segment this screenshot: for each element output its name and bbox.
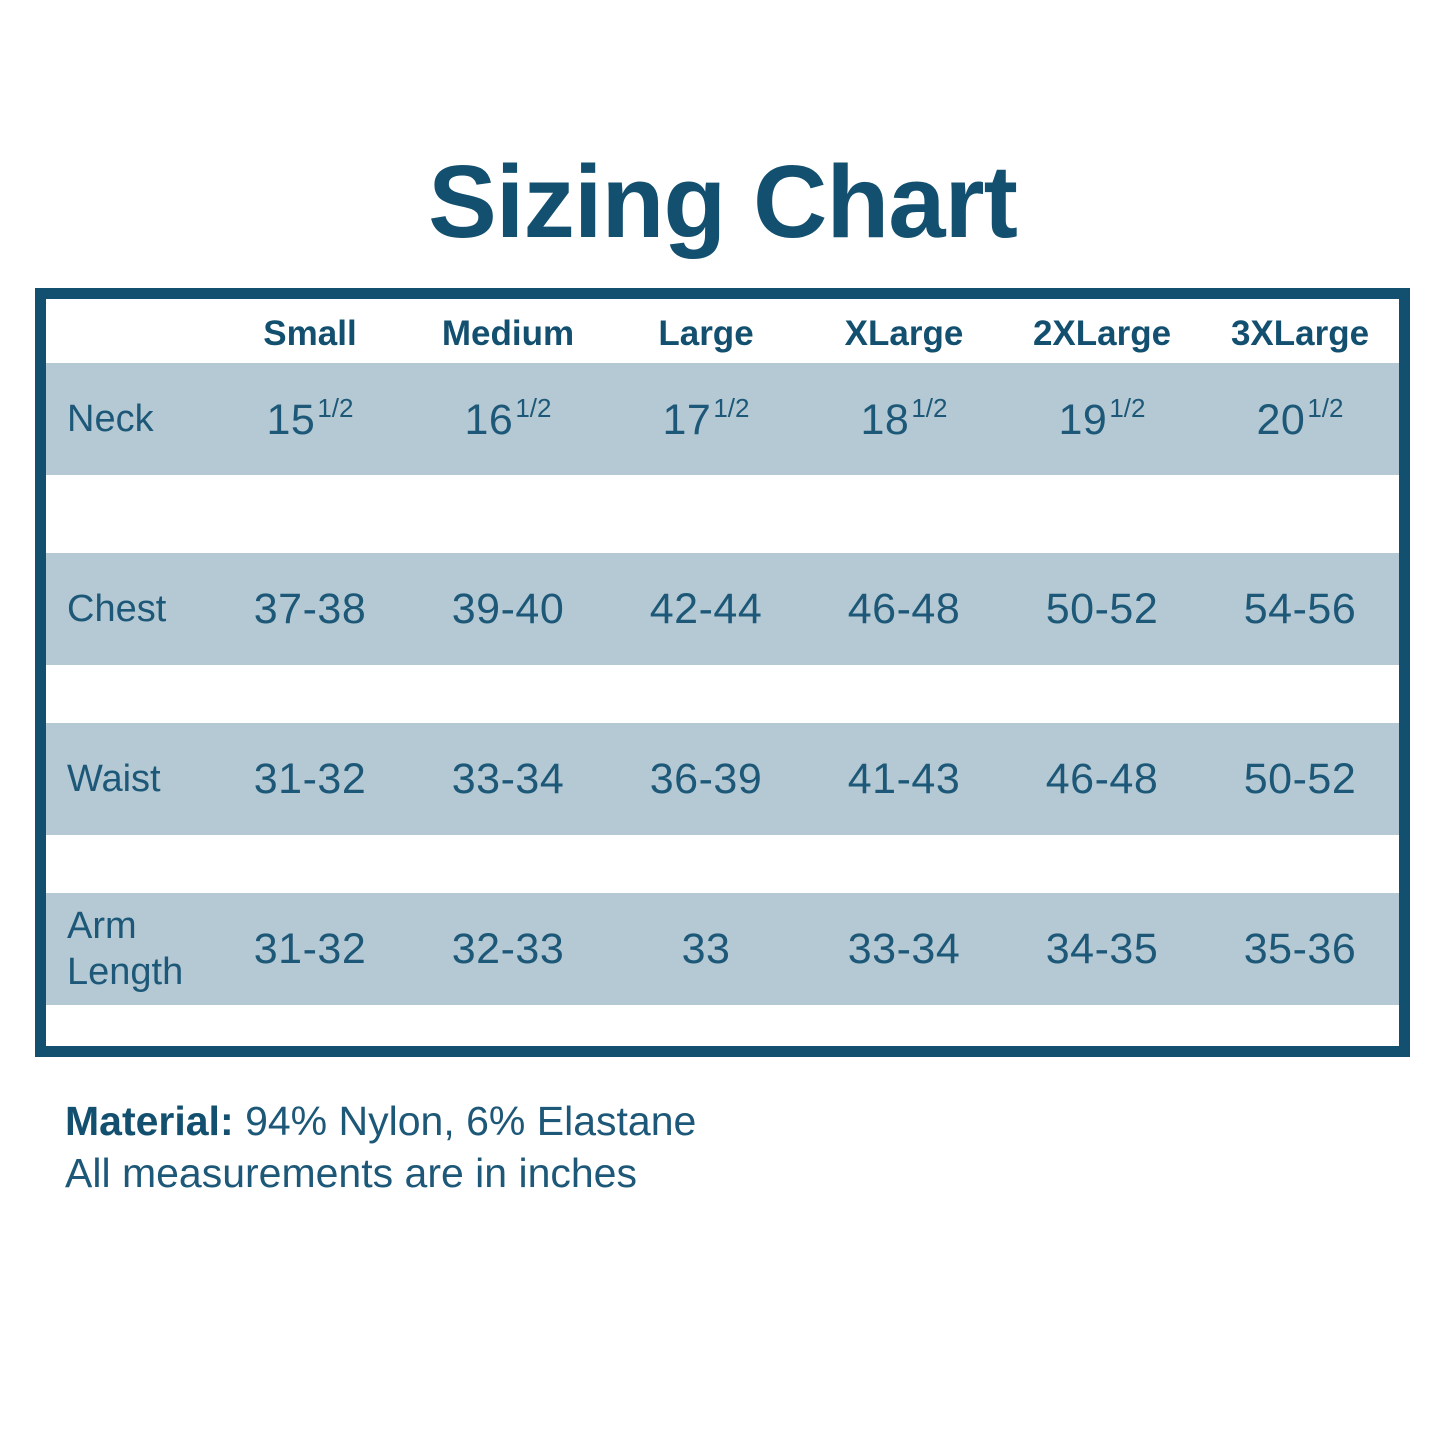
neck-value-2xlarge: 191/2 — [1003, 393, 1201, 445]
arm-length-value-3xlarge: 35-36 — [1243, 924, 1357, 973]
waist-value-3xlarge: 50-52 — [1243, 754, 1357, 803]
row-label-neck: Neck — [67, 397, 154, 440]
arm-length-row: Arm Length 31-32 32-33 33 33-34 34-35 35… — [46, 893, 1399, 1005]
neck-row: Neck 151/2 161/2 171/2 181/2 191/2 201/2 — [46, 363, 1399, 475]
chest-value-large: 42-44 — [649, 584, 763, 633]
value-whole: 19 — [1058, 396, 1108, 444]
row-label-chest: Chest — [67, 587, 167, 630]
page-title: Sizing Chart — [428, 144, 1018, 259]
chest-value-3xlarge: 54-56 — [1243, 584, 1357, 633]
waist-value-medium: 33-34 — [451, 754, 565, 803]
arm-length-value-large: 33 — [681, 924, 731, 973]
corner-cell — [46, 328, 211, 334]
value-whole: 20 — [1256, 396, 1306, 444]
row-label-waist: Waist — [67, 757, 161, 800]
neck-value-3xlarge: 201/2 — [1201, 393, 1399, 445]
row-label-arm-length: Arm Length — [67, 904, 184, 993]
size-header-large: Large — [658, 314, 754, 353]
arm-length-value-2xlarge: 34-35 — [1045, 924, 1159, 973]
neck-value-xlarge: 181/2 — [805, 393, 1003, 445]
size-header-xlarge: XLarge — [844, 314, 964, 353]
neck-value-large: 171/2 — [607, 393, 805, 445]
size-header-row: Small Medium Large XLarge 2XLarge 3XLarg… — [46, 299, 1399, 363]
waist-value-small: 31-32 — [253, 754, 367, 803]
size-header-3xlarge: 3XLarge — [1230, 314, 1370, 353]
value-fraction: 1/2 — [1109, 393, 1146, 423]
chest-value-small: 37-38 — [253, 584, 367, 633]
value-whole: 16 — [464, 396, 514, 444]
arm-length-value-medium: 32-33 — [451, 924, 565, 973]
footer-notes: Material: 94% Nylon, 6% Elastane All meas… — [65, 1096, 696, 1199]
neck-value-medium: 161/2 — [409, 393, 607, 445]
row-spacer — [46, 665, 1399, 723]
value-fraction: 1/2 — [713, 393, 750, 423]
material-value: 94% Nylon, 6% Elastane — [245, 1098, 697, 1144]
neck-value-small: 151/2 — [211, 393, 409, 445]
chest-row: Chest 37-38 39-40 42-44 46-48 50-52 54-5… — [46, 553, 1399, 665]
value-fraction: 1/2 — [911, 393, 948, 423]
value-fraction: 1/2 — [317, 393, 354, 423]
row-spacer — [46, 475, 1399, 553]
material-label: Material: — [65, 1098, 234, 1144]
row-spacer — [46, 835, 1399, 893]
value-whole: 15 — [266, 396, 316, 444]
waist-value-large: 36-39 — [649, 754, 763, 803]
row-spacer — [46, 1005, 1399, 1046]
measurements-note: All measurements are in inches — [65, 1149, 637, 1196]
arm-length-value-small: 31-32 — [253, 924, 367, 973]
waist-row: Waist 31-32 33-34 36-39 41-43 46-48 50-5… — [46, 723, 1399, 835]
size-header-medium: Medium — [441, 314, 575, 353]
sizing-table: Small Medium Large XLarge 2XLarge 3XLarg… — [35, 288, 1410, 1057]
material-line: Material: 94% Nylon, 6% Elastane — [65, 1096, 696, 1148]
waist-value-xlarge: 41-43 — [847, 754, 961, 803]
size-header-2xlarge: 2XLarge — [1032, 314, 1172, 353]
chest-value-2xlarge: 50-52 — [1045, 584, 1159, 633]
waist-value-2xlarge: 46-48 — [1045, 754, 1159, 803]
size-header-small: Small — [263, 314, 357, 353]
chest-value-xlarge: 46-48 — [847, 584, 961, 633]
value-whole: 18 — [860, 396, 910, 444]
value-fraction: 1/2 — [515, 393, 552, 423]
value-fraction: 1/2 — [1307, 393, 1344, 423]
value-whole: 17 — [662, 396, 712, 444]
chest-value-medium: 39-40 — [451, 584, 565, 633]
arm-length-value-xlarge: 33-34 — [847, 924, 961, 973]
